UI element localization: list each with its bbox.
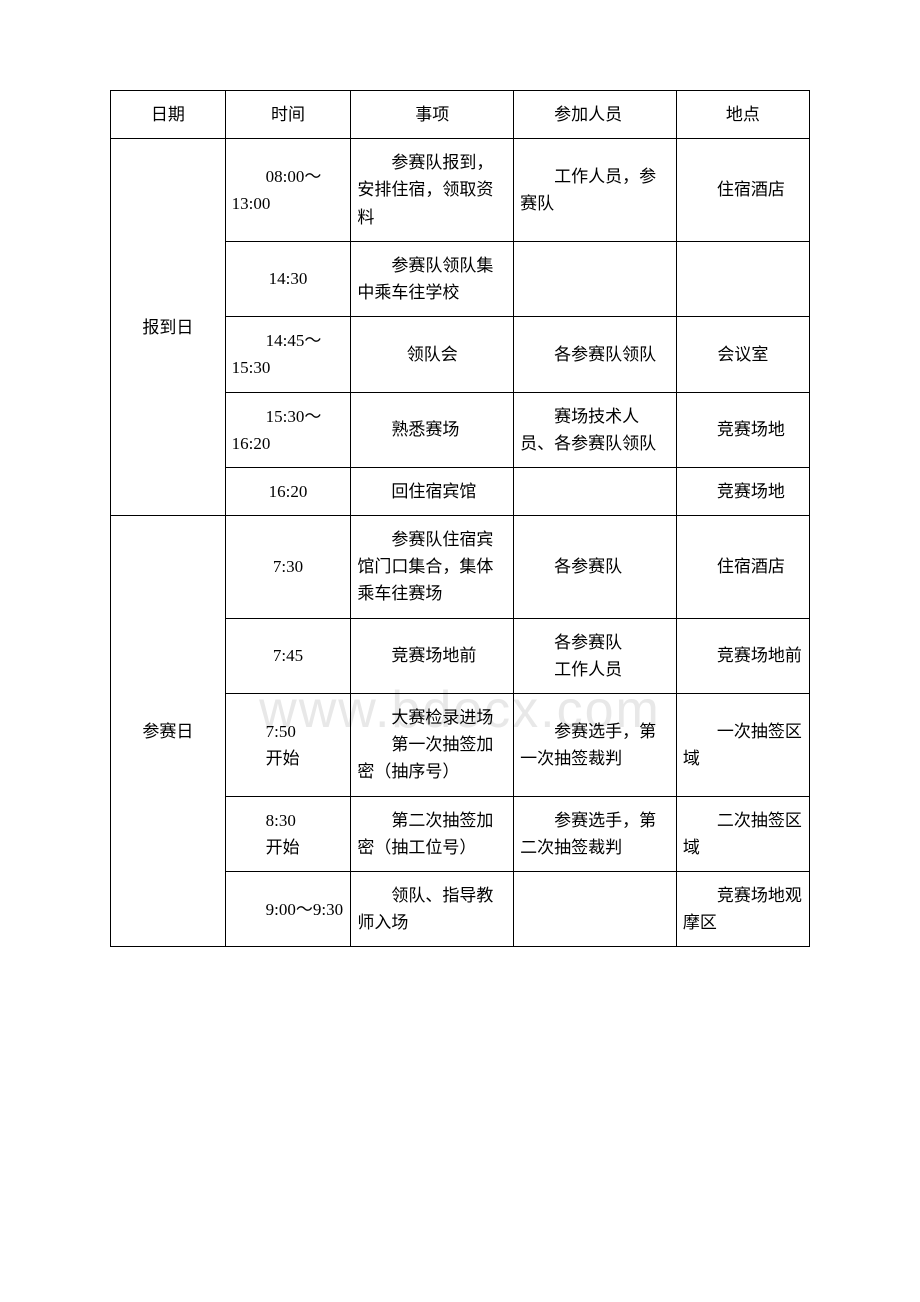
cell-time: 7:45 xyxy=(225,618,351,693)
cell-people: 赛场技术人员、各参赛队领队 xyxy=(514,392,677,467)
cell-item: 第二次抽签加密（抽工位号） xyxy=(351,796,514,871)
cell-time: 8:30 开始 xyxy=(225,796,351,871)
cell-place xyxy=(676,241,809,316)
cell-item: 参赛队报到，安排住宿，领取资料 xyxy=(351,139,514,242)
cell-item: 领队会 xyxy=(351,317,514,392)
day2-label: 参赛日 xyxy=(111,516,226,947)
cell-place: 二次抽签区域 xyxy=(676,796,809,871)
cell-time: 14:45～15:30 xyxy=(225,317,351,392)
cell-time: 14:30 xyxy=(225,241,351,316)
cell-place: 竞赛场地观摩区 xyxy=(676,871,809,946)
cell-item: 参赛队住宿宾馆门口集合，集体乘车往赛场 xyxy=(351,516,514,619)
day1-label: 报到日 xyxy=(111,139,226,516)
cell-place: 住宿酒店 xyxy=(676,139,809,242)
cell-time: 9:00～9:30 xyxy=(225,871,351,946)
cell-item: 熟悉赛场 xyxy=(351,392,514,467)
cell-people xyxy=(514,467,677,515)
cell-item: 参赛队领队集中乘车往学校 xyxy=(351,241,514,316)
cell-place: 竞赛场地 xyxy=(676,392,809,467)
header-people: 参加人员 xyxy=(514,91,677,139)
cell-item: 竞赛场地前 xyxy=(351,618,514,693)
table-row: 参赛日 7:30 参赛队住宿宾馆门口集合，集体乘车往赛场 各参赛队 住宿酒店 xyxy=(111,516,810,619)
header-time: 时间 xyxy=(225,91,351,139)
schedule-table: 日期 时间 事项 参加人员 地点 报到日 08:00～13:00 参赛队报到，安… xyxy=(110,90,810,947)
cell-place: 竞赛场地 xyxy=(676,467,809,515)
cell-people xyxy=(514,241,677,316)
cell-time: 7:30 xyxy=(225,516,351,619)
cell-place: 竞赛场地前 xyxy=(676,618,809,693)
cell-item: 回住宿宾馆 xyxy=(351,467,514,515)
cell-people: 参赛选手，第一次抽签裁判 xyxy=(514,694,677,797)
cell-item: 领队、指导教师入场 xyxy=(351,871,514,946)
cell-place: 会议室 xyxy=(676,317,809,392)
cell-time: 7:50 开始 xyxy=(225,694,351,797)
cell-place: 一次抽签区域 xyxy=(676,694,809,797)
cell-time: 16:20 xyxy=(225,467,351,515)
cell-time: 15:30～16:20 xyxy=(225,392,351,467)
cell-people xyxy=(514,871,677,946)
table-row: 报到日 08:00～13:00 参赛队报到，安排住宿，领取资料 工作人员，参赛队… xyxy=(111,139,810,242)
header-date: 日期 xyxy=(111,91,226,139)
cell-item: 大赛检录进场 第一次抽签加密（抽序号） xyxy=(351,694,514,797)
cell-people: 工作人员，参赛队 xyxy=(514,139,677,242)
table-header-row: 日期 时间 事项 参加人员 地点 xyxy=(111,91,810,139)
cell-people: 各参赛队 xyxy=(514,516,677,619)
cell-people: 参赛选手，第二次抽签裁判 xyxy=(514,796,677,871)
cell-people: 各参赛队 工作人员 xyxy=(514,618,677,693)
cell-people: 各参赛队领队 xyxy=(514,317,677,392)
cell-time: 08:00～13:00 xyxy=(225,139,351,242)
cell-place: 住宿酒店 xyxy=(676,516,809,619)
header-item: 事项 xyxy=(351,91,514,139)
header-place: 地点 xyxy=(676,91,809,139)
